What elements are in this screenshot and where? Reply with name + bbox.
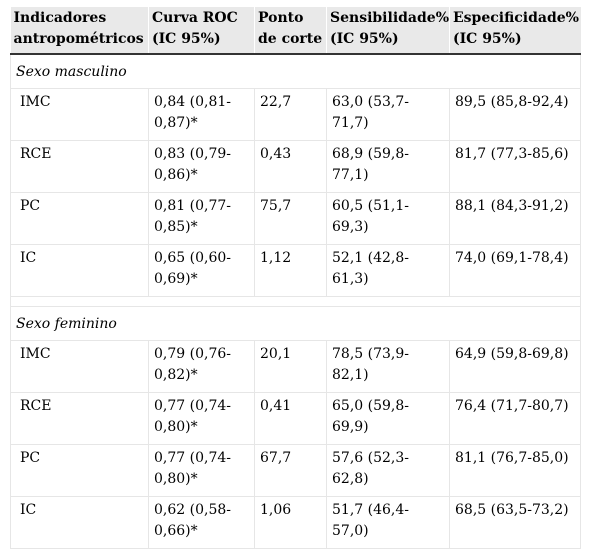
sensitivity-cell: 65,0 (59,8-69,9) xyxy=(326,392,450,445)
indicator-cell: IMC xyxy=(10,88,149,141)
sensitivity-cell: 52,1 (42,8-61,3) xyxy=(326,244,450,297)
cutoff-cell: 1,06 xyxy=(254,496,327,549)
cutoff-cell: 22,7 xyxy=(254,88,327,141)
indicator-cell: RCE xyxy=(10,140,149,193)
section-title: Sexo masculino xyxy=(10,53,581,89)
header-especificidade: Especificidade% (IC 95%) xyxy=(449,7,581,55)
table-row: IC 0,62 (0,58-0,66)* 1,06 51,7 (46,4-57,… xyxy=(10,496,581,549)
indicator-cell: PC xyxy=(10,444,149,497)
spacer-cell xyxy=(10,296,581,307)
table-row: RCE 0,83 (0,79-0,86)* 0,43 68,9 (59,8-77… xyxy=(10,140,581,193)
roc-cell: 0,77 (0,74-0,80)* xyxy=(148,392,255,445)
section-row-masculino: Sexo masculino xyxy=(10,53,581,89)
cutoff-cell: 0,43 xyxy=(254,140,327,193)
specificity-cell: 76,4 (71,7-80,7) xyxy=(449,392,581,445)
header-indicadores: Indicadores antropométricos xyxy=(10,7,149,55)
roc-cell: 0,79 (0,76-0,82)* xyxy=(148,340,255,393)
specificity-cell: 81,1 (76,7-85,0) xyxy=(449,444,581,497)
specificity-cell: 64,9 (59,8-69,8) xyxy=(449,340,581,393)
indicator-cell: PC xyxy=(10,192,149,245)
sensitivity-cell: 57,6 (52,3-62,8) xyxy=(326,444,450,497)
cutoff-cell: 1,12 xyxy=(254,244,327,297)
roc-cell: 0,83 (0,79-0,86)* xyxy=(148,140,255,193)
roc-cell: 0,84 (0,81-0,87)* xyxy=(148,88,255,141)
table-row: PC 0,81 (0,77-0,85)* 75,7 60,5 (51,1-69,… xyxy=(10,192,581,245)
indicator-cell: IMC xyxy=(10,340,149,393)
roc-cell: 0,65 (0,60-0,69)* xyxy=(148,244,255,297)
section-title: Sexo feminino xyxy=(10,306,581,341)
specificity-cell: 74,0 (69,1-78,4) xyxy=(449,244,581,297)
sensitivity-cell: 51,7 (46,4-57,0) xyxy=(326,496,450,549)
sensitivity-cell: 63,0 (53,7-71,7) xyxy=(326,88,450,141)
roc-cell: 0,62 (0,58-0,66)* xyxy=(148,496,255,549)
cutoff-cell: 67,7 xyxy=(254,444,327,497)
specificity-cell: 68,5 (63,5-73,2) xyxy=(449,496,581,549)
cutoff-cell: 20,1 xyxy=(254,340,327,393)
table-row: RCE 0,77 (0,74-0,80)* 0,41 65,0 (59,8-69… xyxy=(10,392,581,445)
header-ponto-de-corte: Ponto de corte xyxy=(254,7,327,55)
sensitivity-cell: 60,5 (51,1-69,3) xyxy=(326,192,450,245)
indicator-cell: IC xyxy=(10,244,149,297)
roc-cell: 0,81 (0,77-0,85)* xyxy=(148,192,255,245)
cutoff-cell: 75,7 xyxy=(254,192,327,245)
roc-indicators-table: Indicadores antropométricos Curva ROC (I… xyxy=(10,7,581,549)
roc-cell: 0,77 (0,74-0,80)* xyxy=(148,444,255,497)
sensitivity-cell: 78,5 (73,9-82,1) xyxy=(326,340,450,393)
table-row: IMC 0,79 (0,76-0,82)* 20,1 78,5 (73,9-82… xyxy=(10,340,581,393)
specificity-cell: 89,5 (85,8-92,4) xyxy=(449,88,581,141)
table-row: PC 0,77 (0,74-0,80)* 67,7 57,6 (52,3-62,… xyxy=(10,444,581,497)
section-row-feminino: Sexo feminino xyxy=(10,306,581,341)
indicator-cell: IC xyxy=(10,496,149,549)
cutoff-cell: 0,41 xyxy=(254,392,327,445)
specificity-cell: 81,7 (77,3-85,6) xyxy=(449,140,581,193)
header-curva-roc: Curva ROC (IC 95%) xyxy=(148,7,255,55)
section-spacer xyxy=(10,296,581,307)
indicator-cell: RCE xyxy=(10,392,149,445)
specificity-cell: 88,1 (84,3-91,2) xyxy=(449,192,581,245)
sensitivity-cell: 68,9 (59,8-77,1) xyxy=(326,140,450,193)
header-row: Indicadores antropométricos Curva ROC (I… xyxy=(10,7,581,55)
header-sensibilidade: Sensibilidade% (IC 95%) xyxy=(326,7,450,55)
table-row: IMC 0,84 (0,81-0,87)* 22,7 63,0 (53,7-71… xyxy=(10,88,581,141)
table-row: IC 0,65 (0,60-0,69)* 1,12 52,1 (42,8-61,… xyxy=(10,244,581,297)
